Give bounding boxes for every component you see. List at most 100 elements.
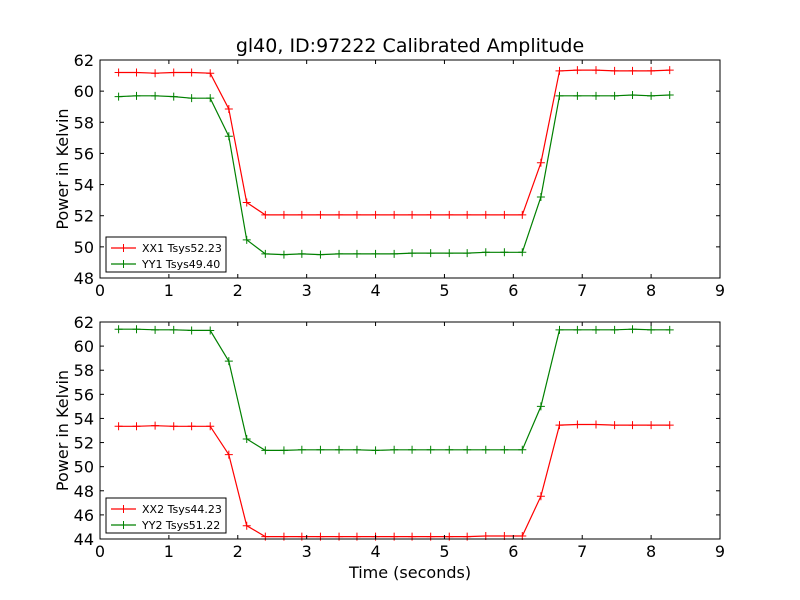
legend-label: XX2 Tsys44.23 bbox=[142, 503, 222, 516]
y-tick-label: 52 bbox=[74, 207, 94, 226]
data-point bbox=[390, 249, 399, 258]
x-tick-label: 6 bbox=[508, 542, 518, 561]
data-point bbox=[647, 91, 656, 100]
data-point bbox=[335, 210, 344, 219]
data-point bbox=[573, 66, 582, 75]
y-tick-label: 50 bbox=[74, 458, 94, 477]
x-tick-label: 5 bbox=[439, 542, 449, 561]
x-tick-label: 3 bbox=[302, 542, 312, 561]
legend: XX1 Tsys52.23 YY1 Tsys49.40 bbox=[105, 236, 227, 273]
data-point bbox=[573, 325, 582, 334]
data-point bbox=[426, 249, 435, 258]
data-point bbox=[261, 446, 270, 455]
x-tick-label: 0 bbox=[95, 542, 105, 561]
data-point bbox=[536, 402, 545, 411]
data-point bbox=[187, 94, 196, 103]
y-tick-label: 62 bbox=[74, 313, 94, 332]
data-point bbox=[665, 421, 674, 430]
y-tick-label: 58 bbox=[74, 361, 94, 380]
data-point bbox=[408, 445, 417, 454]
data-point bbox=[206, 326, 215, 335]
data-point bbox=[610, 421, 619, 430]
data-point bbox=[132, 422, 141, 431]
data-point bbox=[481, 445, 490, 454]
x-tick-label: 0 bbox=[95, 281, 105, 300]
x-tick-label: 7 bbox=[577, 542, 587, 561]
data-point bbox=[610, 91, 619, 100]
x-tick-label: 4 bbox=[370, 542, 380, 561]
x-tick-label: 7 bbox=[577, 281, 587, 300]
legend-marker bbox=[119, 521, 128, 529]
data-point bbox=[335, 445, 344, 454]
data-point bbox=[242, 235, 251, 244]
data-point bbox=[169, 422, 178, 431]
data-point bbox=[169, 68, 178, 77]
data-point bbox=[316, 210, 325, 219]
data-point bbox=[224, 450, 233, 459]
y-tick-label: 54 bbox=[74, 176, 94, 195]
x-tick-label: 5 bbox=[439, 281, 449, 300]
data-point bbox=[408, 210, 417, 219]
y-tick-label: 60 bbox=[74, 337, 94, 356]
x-tick-label: 4 bbox=[370, 281, 380, 300]
data-point bbox=[592, 91, 600, 100]
data-point bbox=[114, 325, 123, 334]
data-point bbox=[592, 420, 600, 429]
x-tick-label: 6 bbox=[508, 281, 518, 300]
data-point bbox=[555, 66, 564, 75]
data-point bbox=[573, 91, 582, 100]
legend: XX2 Tsys44.23 YY2 Tsys51.22 bbox=[105, 497, 227, 534]
y-tick-label: 52 bbox=[74, 434, 94, 453]
axes-frame bbox=[99, 59, 721, 279]
data-point bbox=[518, 445, 527, 454]
data-point bbox=[114, 92, 123, 101]
data-point bbox=[463, 210, 472, 219]
legend-marker bbox=[119, 260, 128, 268]
data-point bbox=[628, 91, 637, 100]
data-point bbox=[151, 325, 160, 334]
data-point bbox=[592, 325, 600, 334]
x-tick-label: 9 bbox=[715, 542, 725, 561]
y-tick-label: 48 bbox=[74, 269, 94, 288]
data-point bbox=[132, 325, 141, 334]
axes-frame bbox=[99, 321, 721, 540]
data-point bbox=[187, 422, 196, 431]
data-point bbox=[352, 210, 361, 219]
data-point bbox=[555, 325, 564, 334]
data-point bbox=[555, 421, 564, 430]
data-point bbox=[426, 210, 435, 219]
data-point bbox=[481, 210, 490, 219]
data-point bbox=[628, 66, 637, 75]
data-point bbox=[114, 422, 123, 431]
data-point bbox=[628, 421, 637, 430]
data-point bbox=[481, 248, 490, 257]
legend-box bbox=[105, 236, 227, 273]
data-point bbox=[132, 91, 141, 100]
data-point bbox=[371, 210, 380, 219]
data-point bbox=[242, 434, 251, 443]
data-point bbox=[371, 446, 380, 455]
data-point bbox=[555, 91, 564, 100]
data-point bbox=[536, 158, 545, 167]
y-tick-label: 62 bbox=[74, 51, 94, 70]
data-point bbox=[151, 421, 160, 430]
data-point bbox=[647, 421, 656, 430]
legend-box bbox=[105, 497, 227, 534]
legend-label: YY2 Tsys51.22 bbox=[141, 519, 220, 532]
data-point bbox=[151, 91, 160, 100]
y-tick-label: 60 bbox=[74, 82, 94, 101]
x-tick-label: 2 bbox=[233, 281, 243, 300]
legend-marker bbox=[119, 505, 128, 513]
data-point bbox=[518, 248, 527, 257]
data-point bbox=[224, 357, 233, 366]
data-point bbox=[592, 66, 600, 75]
data-point bbox=[610, 66, 619, 75]
legend-label: XX1 Tsys52.23 bbox=[142, 242, 222, 255]
data-point bbox=[224, 105, 233, 114]
y-tick-label: 48 bbox=[74, 482, 94, 501]
data-point bbox=[445, 249, 454, 258]
data-point bbox=[371, 249, 380, 258]
y-tick-label: 58 bbox=[74, 113, 94, 132]
